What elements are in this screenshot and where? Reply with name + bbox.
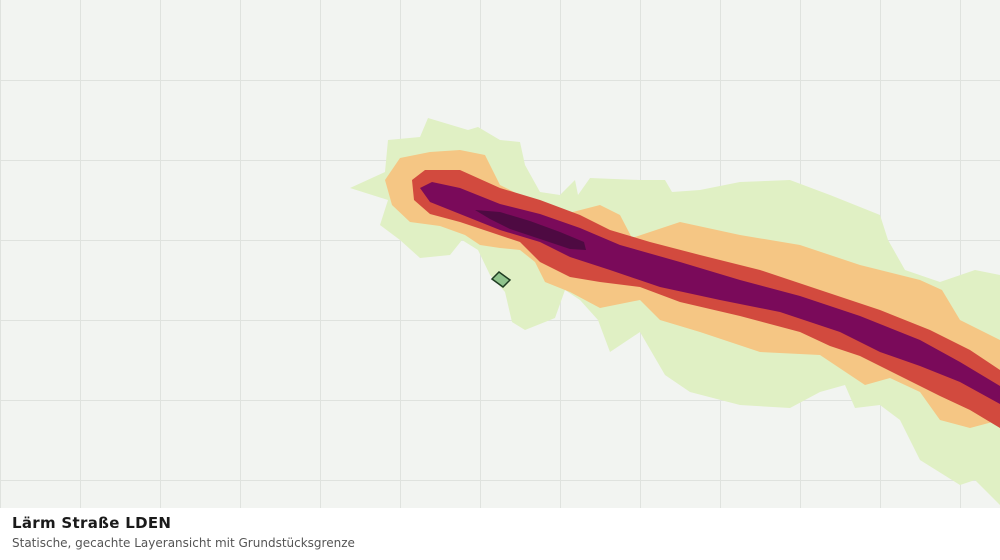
layer-subtitle: Statische, gecachte Layeransicht mit Gru… (12, 536, 355, 550)
layer-title: Lärm Straße LDEN (12, 514, 172, 532)
caption-panel: Lärm Straße LDEN Statische, gecachte Lay… (0, 508, 1000, 560)
map-view[interactable] (0, 0, 1000, 508)
noise-zone-extreme (475, 210, 586, 250)
parcel-boundary[interactable] (490, 271, 512, 288)
